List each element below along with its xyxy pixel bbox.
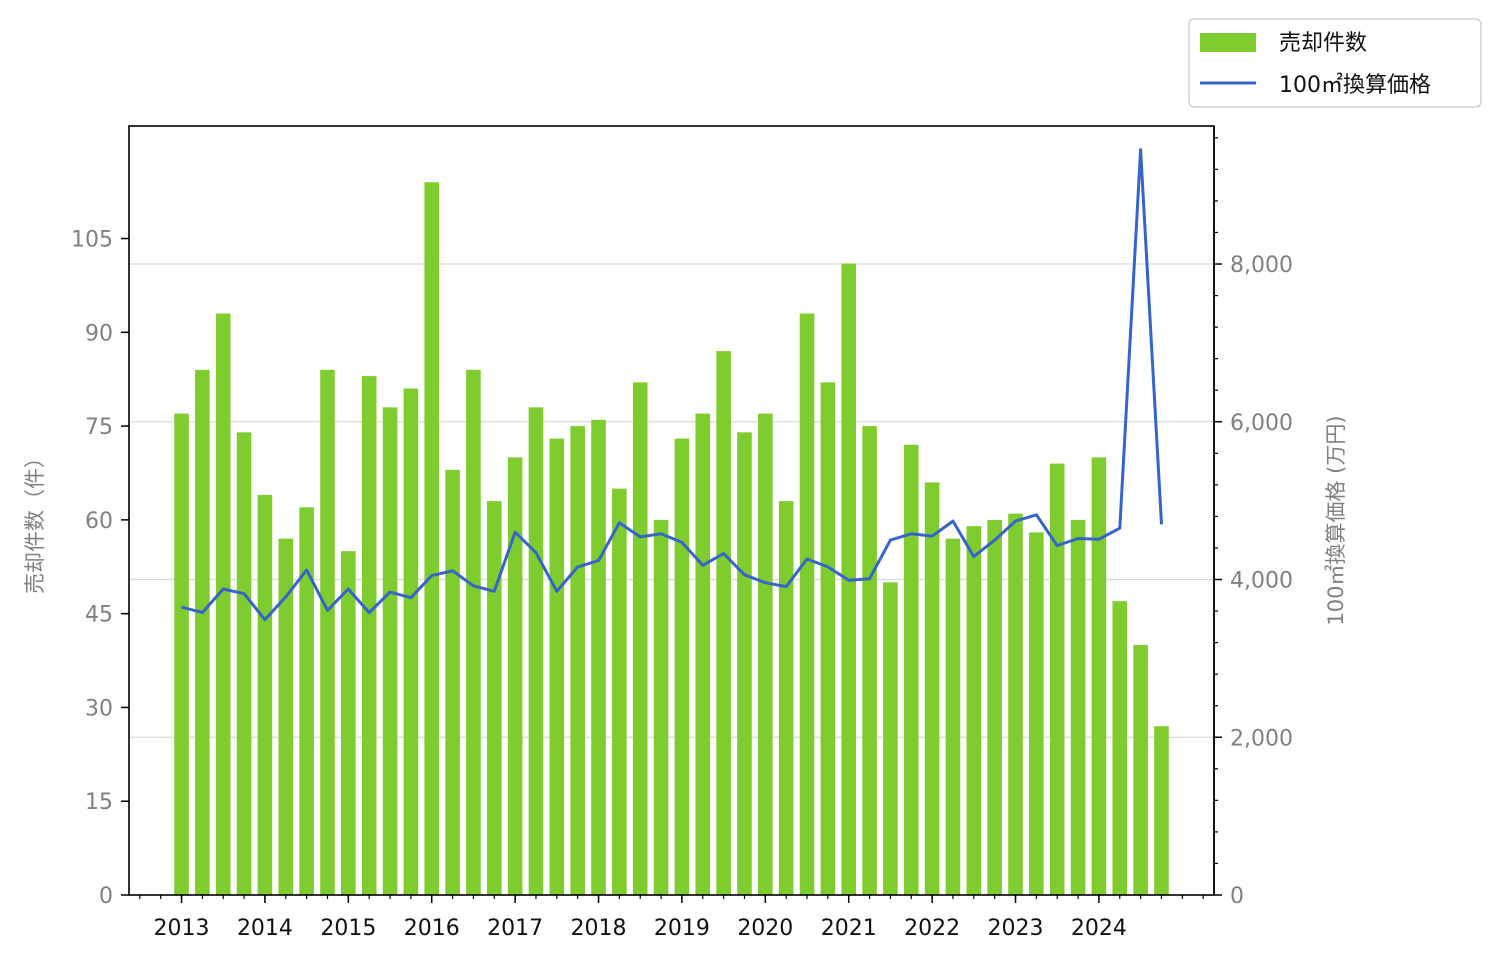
bar <box>653 519 669 895</box>
bar <box>299 507 314 895</box>
bar <box>716 351 731 895</box>
left-tick-label: 75 <box>85 415 113 440</box>
legend-bar-label: 売却件数 <box>1279 31 1367 56</box>
x-tick-label: 2016 <box>404 916 460 941</box>
bar <box>1070 519 1086 895</box>
bar <box>341 551 356 895</box>
x-tick-label: 2015 <box>320 916 376 941</box>
bar <box>591 419 606 895</box>
x-tick-label: 2023 <box>988 916 1044 941</box>
x-tick-label: 2014 <box>237 916 293 941</box>
bar <box>695 413 711 895</box>
bar <box>883 582 898 895</box>
bar <box>570 426 585 895</box>
bar <box>466 369 481 896</box>
bar <box>1154 726 1169 895</box>
legend-bar-swatch <box>1200 33 1256 52</box>
bar <box>174 413 189 895</box>
left-axis: 0 15 30 45 60 75 90 105 <box>71 228 129 909</box>
bar <box>799 313 815 895</box>
bar <box>215 313 231 895</box>
x-tick-label: 2018 <box>571 916 627 941</box>
left-tick-label: 105 <box>71 228 113 253</box>
bar <box>862 426 877 895</box>
bar <box>674 438 690 895</box>
bar <box>320 369 335 896</box>
x-tick-label: 2022 <box>904 916 960 941</box>
bar <box>1112 601 1128 895</box>
bar <box>361 376 377 895</box>
bar <box>612 488 627 895</box>
line-series <box>181 148 1163 622</box>
left-tick-label: 15 <box>85 790 113 815</box>
price-line <box>181 148 1163 622</box>
bar <box>445 469 460 895</box>
bar <box>403 388 419 895</box>
bar <box>486 501 502 895</box>
bar <box>820 382 836 895</box>
x-tick-label: 2013 <box>154 916 210 941</box>
bar <box>924 482 940 895</box>
left-tick-label: 0 <box>99 884 113 909</box>
left-tick-label: 60 <box>85 509 113 534</box>
right-tick-label: 4,000 <box>1230 569 1293 594</box>
left-axis-title: 売却件数（件） <box>23 447 47 594</box>
bar <box>236 432 252 895</box>
bar <box>1029 532 1044 895</box>
right-tick-label: 0 <box>1230 884 1244 909</box>
x-tick-label: 2020 <box>737 916 793 941</box>
right-tick-label: 2,000 <box>1230 726 1293 751</box>
left-tick-label: 30 <box>85 696 113 721</box>
x-axis: 2013 2014 2015 2016 2017 2018 2019 2020 2021 2022… <box>139 895 1204 941</box>
bar <box>966 526 982 895</box>
bar <box>945 538 961 895</box>
bar <box>1133 644 1148 895</box>
bar <box>424 182 440 895</box>
x-tick-label: 2024 <box>1071 916 1127 941</box>
bar <box>1049 463 1065 895</box>
legend: 売却件数 100㎡換算価格 <box>1188 18 1482 108</box>
left-tick-label: 90 <box>85 321 113 346</box>
bar <box>1091 457 1107 895</box>
bar <box>528 407 544 895</box>
right-tick-label: 8,000 <box>1230 253 1293 278</box>
right-axis: 0 2,000 4,000 6,000 8,000 <box>1213 126 1293 909</box>
bar <box>758 413 773 895</box>
bar <box>382 407 398 895</box>
x-tick-label: 2017 <box>487 916 543 941</box>
x-tick-label: 2021 <box>821 916 877 941</box>
bar <box>1008 513 1023 895</box>
bar <box>903 444 919 895</box>
bar <box>778 501 794 895</box>
bar <box>507 457 523 895</box>
bar <box>987 519 1002 895</box>
legend-box <box>1188 18 1482 108</box>
legend-line-label: 100㎡換算価格 <box>1279 72 1431 98</box>
right-axis-title: 100㎡換算価格 (万円) <box>1324 415 1348 625</box>
bar <box>195 369 210 896</box>
bar-series <box>174 182 1169 896</box>
bar <box>737 432 752 895</box>
bar <box>549 438 565 895</box>
bar <box>632 382 648 895</box>
bar <box>278 538 294 895</box>
x-tick-label: 2019 <box>654 916 710 941</box>
left-tick-label: 45 <box>85 603 113 628</box>
right-tick-label: 6,000 <box>1230 411 1293 436</box>
bar <box>257 494 273 895</box>
